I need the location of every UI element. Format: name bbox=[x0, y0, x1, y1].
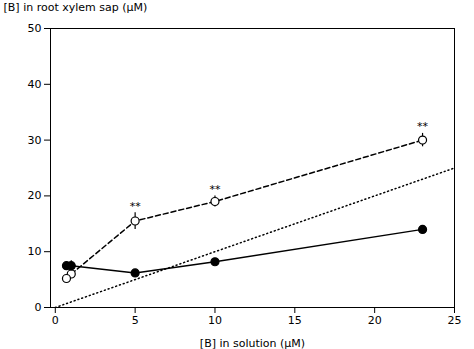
svg-text:[B] in root xylem sap (μM): [B] in root xylem sap (μM) bbox=[4, 1, 148, 14]
svg-text:0: 0 bbox=[52, 314, 59, 327]
svg-text:40: 40 bbox=[28, 78, 42, 91]
svg-text:0: 0 bbox=[35, 301, 42, 314]
svg-text:10: 10 bbox=[208, 314, 222, 327]
svg-text:**: ** bbox=[130, 200, 142, 213]
svg-text:20: 20 bbox=[368, 314, 382, 327]
svg-text:[B] in solution (μM): [B] in solution (μM) bbox=[200, 337, 305, 349]
svg-text:**: ** bbox=[417, 120, 429, 133]
svg-text:20: 20 bbox=[28, 189, 42, 202]
svg-text:50: 50 bbox=[28, 22, 42, 35]
svg-text:30: 30 bbox=[28, 134, 42, 147]
svg-text:15: 15 bbox=[288, 314, 302, 327]
svg-text:10: 10 bbox=[28, 245, 42, 258]
svg-text:**: ** bbox=[209, 183, 221, 196]
svg-text:5: 5 bbox=[132, 314, 139, 327]
svg-text:25: 25 bbox=[448, 314, 462, 327]
